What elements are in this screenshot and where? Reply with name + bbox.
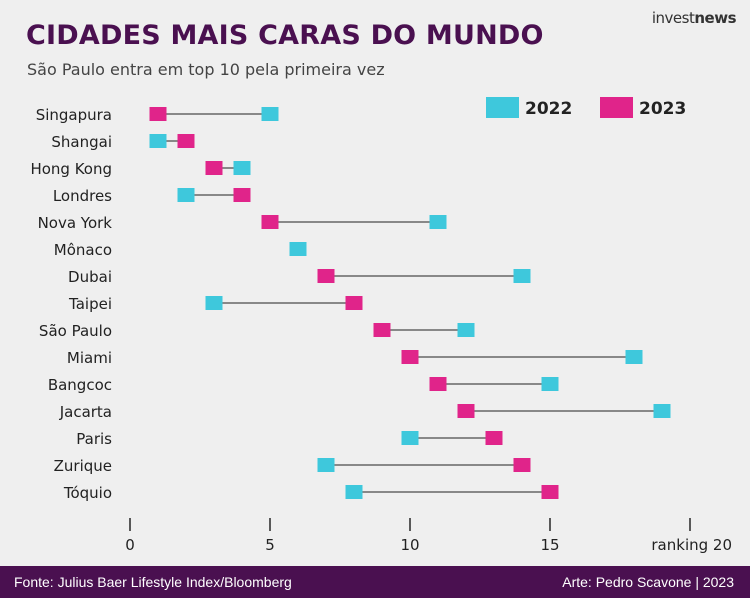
marker-2022-hong-kong bbox=[233, 161, 251, 175]
city-label-monaco: Mônaco bbox=[54, 241, 112, 259]
dumbbell-chart: Singapura Shangai Hong Kong Londres Nova Yor… bbox=[30, 97, 732, 554]
city-label-nova-york: Nova York bbox=[38, 214, 113, 232]
marker-2022-bangcoc bbox=[541, 377, 559, 391]
legend-label-2023: 2023 bbox=[639, 99, 686, 119]
footer-bar: Fonte: Julius Baer Lifestyle Index/Bloom… bbox=[0, 566, 750, 598]
marker-2023-taipei bbox=[345, 296, 363, 310]
city-label-miami: Miami bbox=[67, 349, 112, 367]
marker-2022-paris bbox=[401, 431, 419, 445]
x-tick-label-10: 10 bbox=[400, 536, 419, 554]
city-label-bangcoc: Bangcoc bbox=[48, 376, 112, 394]
chart-title: CIDADES MAIS CARAS DO MUNDO bbox=[26, 20, 544, 51]
marker-2022-nova-york bbox=[429, 215, 447, 229]
city-label-hong-kong: Hong Kong bbox=[30, 160, 112, 178]
marker-2023-toquio bbox=[541, 485, 559, 499]
legend-swatch-2022 bbox=[486, 97, 519, 118]
marker-2023-londres bbox=[233, 188, 251, 202]
x-tick-label-0: 0 bbox=[125, 536, 135, 554]
x-tick-label-5: 5 bbox=[265, 536, 275, 554]
city-label-taipei: Taipei bbox=[68, 295, 112, 313]
brand-logo-light: invest bbox=[651, 9, 695, 27]
marker-2023-miami bbox=[401, 350, 419, 364]
marker-2023-zurique bbox=[513, 458, 531, 472]
city-label-londres: Londres bbox=[53, 187, 112, 205]
marker-2022-taipei bbox=[205, 296, 223, 310]
city-label-jacarta: Jacarta bbox=[59, 403, 112, 421]
marker-2022-toquio bbox=[345, 485, 363, 499]
marker-2022-miami bbox=[625, 350, 643, 364]
marker-2022-monaco bbox=[289, 242, 307, 256]
brand-logo-bold: news bbox=[694, 9, 736, 27]
brand-logo: investnews bbox=[651, 9, 737, 27]
marker-2023-nova-york bbox=[261, 215, 279, 229]
x-tick-label-20: ranking 20 bbox=[651, 536, 732, 554]
source-note: Fonte: Julius Baer Lifestyle Index/Bloom… bbox=[14, 574, 292, 590]
city-label-shangai: Shangai bbox=[51, 133, 112, 151]
marker-2023-singapura bbox=[149, 107, 167, 121]
marker-2022-londres bbox=[177, 188, 195, 202]
city-label-singapura: Singapura bbox=[36, 106, 112, 124]
chart-subtitle: São Paulo entra em top 10 pela primeira … bbox=[27, 60, 385, 79]
city-label-sao-paulo: São Paulo bbox=[39, 322, 112, 340]
marker-2022-sao-paulo bbox=[457, 323, 475, 337]
marker-2023-bangcoc bbox=[429, 377, 447, 391]
marker-2023-paris bbox=[485, 431, 503, 445]
marker-2023-sao-paulo bbox=[373, 323, 391, 337]
city-label-dubai: Dubai bbox=[68, 268, 112, 286]
city-label-paris: Paris bbox=[76, 430, 112, 448]
marker-2023-shangai bbox=[177, 134, 195, 148]
x-tick-label-15: 15 bbox=[540, 536, 559, 554]
marker-2022-singapura bbox=[261, 107, 279, 121]
marker-2023-hong-kong bbox=[205, 161, 223, 175]
marker-2023-jacarta bbox=[457, 404, 475, 418]
marker-2022-dubai bbox=[513, 269, 531, 283]
city-label-toquio: Tóquio bbox=[63, 484, 112, 502]
marker-2022-jacarta bbox=[653, 404, 671, 418]
city-label-zurique: Zurique bbox=[54, 457, 112, 475]
credit-note: Arte: Pedro Scavone | 2023 bbox=[562, 574, 734, 590]
marker-2022-shangai bbox=[149, 134, 167, 148]
marker-2023-dubai bbox=[317, 269, 335, 283]
marker-2022-zurique bbox=[317, 458, 335, 472]
legend-label-2022: 2022 bbox=[525, 99, 572, 119]
legend-swatch-2023 bbox=[600, 97, 633, 118]
